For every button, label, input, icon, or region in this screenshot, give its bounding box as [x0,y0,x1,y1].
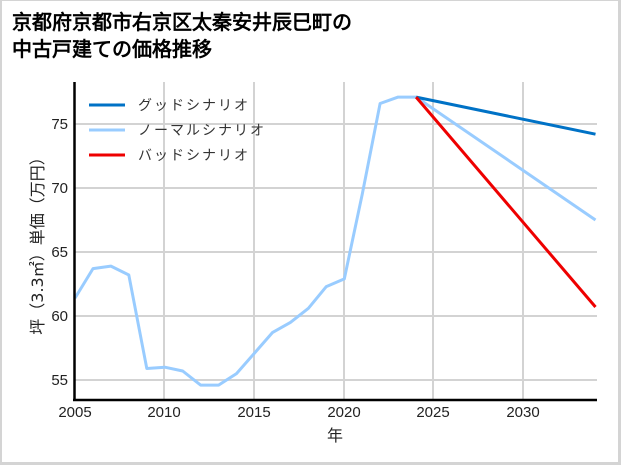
chart-title: 京都府京都市右京区太秦安井辰巳町の 中古戸建ての価格推移 [12,9,352,63]
series-layer [73,95,597,387]
series-normal-history [73,95,417,387]
y-tick-60: 60 [51,308,68,325]
x-tick-2030: 2030 [506,404,539,421]
legend: グッドシナリオ ノーマルシナリオ バッドシナリオ [89,98,266,164]
series-good-forecast [415,95,596,136]
y-tick-70: 70 [51,180,68,197]
x-tick-2010: 2010 [147,404,180,421]
chart-title-line1: 京都府京都市右京区太秦安井辰巳町の [12,10,352,34]
gridlines [74,82,597,400]
series-bad-forecast [414,96,597,308]
legend-label-bad: バッドシナリオ [138,148,250,164]
y-tick-55: 55 [51,372,68,389]
legend-label-good: グッドシナリオ [138,98,250,114]
y-axis-label: 坪（3.3㎡）単価（万円） [28,149,47,334]
x-axis-label: 年 [327,426,343,445]
x-tick-2015: 2015 [237,404,270,421]
x-tick-2005: 2005 [58,404,91,421]
x-tick-labels: 2005 2010 2015 2020 2025 2030 [58,404,539,421]
chart-title-line2: 中古戸建ての価格推移 [12,37,212,61]
y-tick-75: 75 [51,116,68,133]
y-tick-65: 65 [51,244,68,261]
legend-label-normal: ノーマルシナリオ [138,123,266,139]
y-tick-labels: 75 70 65 60 55 [51,116,68,389]
series-normal-forecast [415,95,597,222]
x-tick-2025: 2025 [416,404,449,421]
x-tick-2020: 2020 [327,404,360,421]
